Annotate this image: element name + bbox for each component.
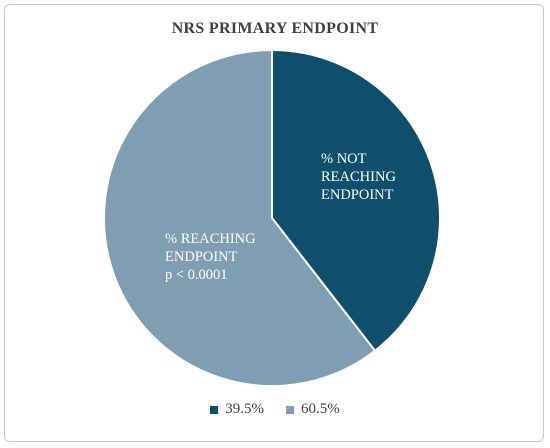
legend-item-not-reaching: 39.5% bbox=[210, 401, 264, 418]
slice-label-1-line-0: % REACHING bbox=[165, 231, 256, 247]
pie-slice-1 bbox=[103, 49, 376, 387]
slice-label-0-line-2: ENDPOINT bbox=[321, 187, 394, 203]
legend-swatch-reaching bbox=[286, 405, 294, 414]
slice-label-0-line-0: % NOT bbox=[321, 151, 367, 167]
chart-title: NRS PRIMARY ENDPOINT bbox=[171, 20, 379, 37]
legend-label-not-reaching: 39.5% bbox=[225, 401, 264, 417]
slice-label-0-line-1: REACHING bbox=[321, 169, 396, 185]
slice-label-1: % REACHING ENDPOINT p < 0.0001 bbox=[165, 231, 256, 283]
slice-label-1-line-2: p < 0.0001 bbox=[165, 267, 228, 283]
slice-label-1-line-1: ENDPOINT bbox=[165, 249, 238, 265]
legend-item-reaching: 60.5% bbox=[286, 401, 340, 418]
chart-legend: 39.5% 60.5% bbox=[0, 401, 550, 418]
slice-label-0: % NOT REACHING ENDPOINT bbox=[321, 151, 396, 203]
legend-swatch-not-reaching bbox=[210, 405, 219, 414]
legend-label-reaching: 60.5% bbox=[301, 401, 340, 417]
pie-slice-0 bbox=[271, 49, 441, 352]
